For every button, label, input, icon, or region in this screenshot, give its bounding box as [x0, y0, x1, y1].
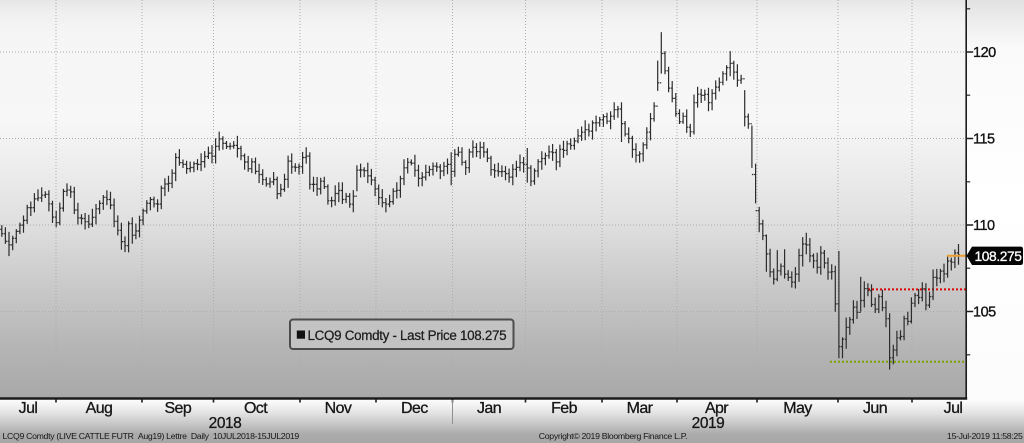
svg-text:2019: 2019 [692, 415, 725, 432]
svg-text:Feb: Feb [551, 400, 577, 417]
svg-text:LCQ9 Comdty - Last Price 108.2: LCQ9 Comdty - Last Price 108.275 [308, 328, 507, 343]
svg-text:Dec: Dec [401, 400, 428, 417]
svg-text:Oct: Oct [244, 400, 268, 417]
svg-text:120: 120 [973, 45, 996, 61]
svg-text:Jul: Jul [19, 400, 38, 417]
svg-text:Sep: Sep [164, 400, 191, 417]
svg-text:Jun: Jun [863, 400, 887, 417]
svg-text:Copyright© 2019 Bloomberg Fina: Copyright© 2019 Bloomberg Finance L.P. [539, 431, 687, 441]
svg-text:2018: 2018 [209, 415, 242, 432]
svg-text:Aug: Aug [86, 400, 113, 417]
svg-text:Jan: Jan [477, 400, 501, 417]
svg-text:LCQ9 Comdty (LIVE CATTLE FUTR: LCQ9 Comdty (LIVE CATTLE FUTR Aug19) Let… [3, 431, 300, 441]
svg-text:108.275: 108.275 [975, 249, 1023, 264]
svg-text:Apr: Apr [705, 400, 729, 417]
svg-text:15-Jul-2019 11:58:25: 15-Jul-2019 11:58:25 [947, 431, 1023, 441]
svg-text:May: May [783, 400, 812, 417]
svg-text:Mar: Mar [627, 400, 654, 417]
svg-text:115: 115 [973, 132, 995, 148]
svg-text:105: 105 [973, 305, 996, 321]
svg-text:Jul: Jul [944, 400, 963, 417]
svg-text:Nov: Nov [325, 400, 352, 417]
svg-text:110: 110 [973, 218, 995, 234]
